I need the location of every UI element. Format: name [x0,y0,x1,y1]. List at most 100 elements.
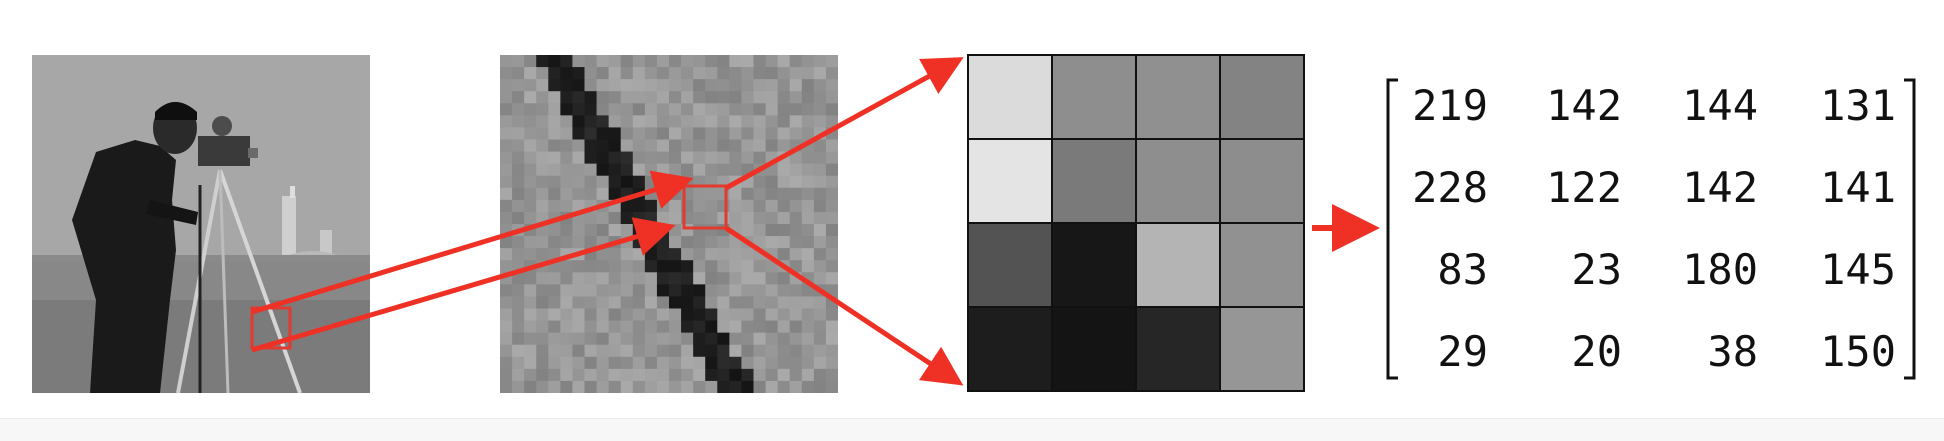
zoom-pixel [596,248,610,261]
zoom-pixel [681,115,694,129]
zoom-pixel [620,320,634,334]
zoom-pixel [500,332,513,346]
zoom-pixel [681,67,694,80]
zoom-pixel [789,332,803,346]
zoom-pixel [765,103,779,116]
zoom-pixel [801,380,815,393]
zoom-pixel [620,272,634,285]
zoom-pixel [560,344,574,358]
zoom-pixel [801,308,815,322]
zoom-pixel [632,103,646,116]
zoom-pixel [825,356,838,370]
zoom-pixel [620,344,634,358]
zoom-pixel [705,211,718,225]
zoom-pixel [500,296,513,310]
zoom-pixel [705,55,718,68]
zoom-pixel [705,344,718,358]
zoom-pixel [656,79,670,92]
zoom-pixel [741,139,755,153]
zoom-pixel [596,175,610,189]
zoom-pixel [656,211,670,225]
zoom-pixel [584,187,598,201]
zoom-pixel [825,308,838,322]
zoom-pixel [825,320,838,334]
red-arrow-icon [724,225,964,386]
zoom-pixel [572,260,586,273]
zoom-pixel [536,103,549,116]
zoom-pixel [632,79,646,92]
zoom-pixel [765,332,779,346]
zoom-pixel [536,344,549,358]
zoom-pixel [500,139,513,153]
zoom-pixel [536,356,549,370]
zoom-pixel [693,248,706,261]
zoom-pixel [548,308,561,322]
zoom-pixel [681,55,694,68]
zoom-pixel [548,163,561,177]
zoom-pixel [596,139,610,153]
zoom-pixel [729,127,743,141]
zoom-pixel [753,55,767,68]
zoom-pixel [777,67,791,80]
zoom-pixel [741,320,755,334]
zoom-pixel [584,332,598,346]
zoom-pixel [693,151,706,165]
zoom-pixel [693,127,706,141]
zoom-pixel [584,380,598,393]
zoom-pixel [753,284,767,298]
zoom-pixel [608,368,622,382]
zoom-pixel [777,115,791,129]
zoom-pixel [560,175,574,189]
zoom-pixel [632,175,646,189]
zoom-pixel [753,368,767,382]
zoom-pixel [560,127,574,141]
zoom-pixel [801,91,815,104]
zoom-pixel [560,332,574,346]
zoom-pixel [524,344,537,358]
zoom-pixel [560,115,574,129]
zoom-pixel [669,320,682,334]
zoom-pixel [644,175,658,189]
zoom-pixel [729,284,743,298]
zoom-pixel [741,356,755,370]
zoom-pixel [536,175,549,189]
zoom-pixel [596,211,610,225]
zoom-pixel [813,79,827,92]
zoom-pixel [644,308,658,322]
zoom-pixel [777,236,791,249]
zoom-pixel [644,79,658,92]
zoom-pixel [825,380,838,393]
zoom-pixel [693,356,706,370]
zoom-pixel [729,320,743,334]
zoom-pixel [825,103,838,116]
zoom-pixel [693,187,706,201]
zoom-pixel [753,151,767,165]
grid-pixel-cell [1051,138,1137,224]
zoom-pixel [584,260,598,273]
zoom-pixel [777,368,791,382]
zoom-pixel [681,103,694,116]
zoom-pixel [753,308,767,322]
zoom-pixel [753,127,767,141]
zoom-pixel [572,175,586,189]
zoom-pixel [789,91,803,104]
zoom-pixel [693,103,706,116]
matrix-cell: 180 [1682,245,1758,294]
zoom-pixel [656,260,670,273]
zoom-pixel [813,187,827,201]
footer-strip [0,418,1944,441]
zoom-pixel [717,139,730,153]
zoom-pixel [789,187,803,201]
zoom-pixel [705,356,718,370]
zoom-pixel [524,380,537,393]
zoom-pixel [572,187,586,201]
zoom-pixel [789,356,803,370]
grid-pixel-cell [1219,306,1305,392]
zoom-pixel [693,211,706,225]
zoom-pixel [632,272,646,285]
zoom-pixel [681,151,694,165]
zoom-pixel [669,296,682,310]
zoom-pixel [765,115,779,129]
zoom-pixel [572,139,586,153]
zoom-pixel [596,296,610,310]
